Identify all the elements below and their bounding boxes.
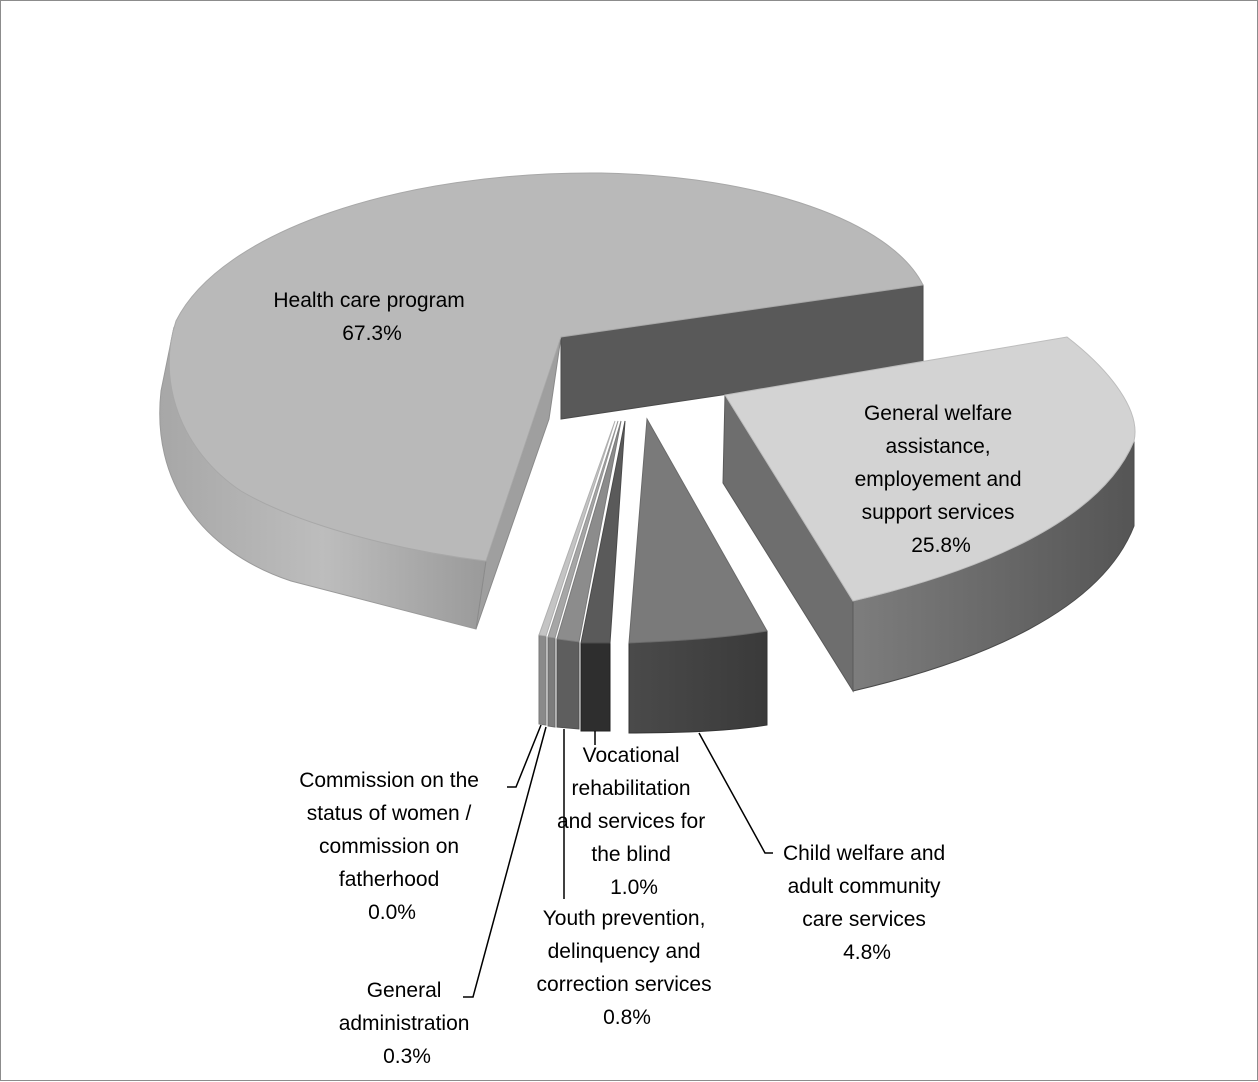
data-labels: Health care program 67.3% General welfar… [273, 289, 1028, 1068]
slice-child-welfare [628, 417, 768, 734]
slice-admin-side [547, 636, 556, 728]
slice-commission [538, 420, 616, 726]
label-text: Commission on the [299, 769, 479, 792]
label-general-welfare: General welfare assistance, employement … [855, 402, 1028, 557]
label-text: Child welfare and [783, 842, 945, 865]
slice-commission-top [538, 420, 616, 637]
label-text: and services for [557, 810, 705, 833]
label-text: adult community [788, 875, 941, 898]
slice-youth-prevention [556, 420, 622, 730]
slice-admin-top [547, 420, 619, 639]
leader-line-commission [507, 724, 542, 788]
label-text: rehabilitation [572, 777, 691, 800]
label-text: status of women / [307, 802, 472, 825]
slice-general-welfare [722, 336, 1136, 693]
label-pct: 1.0% [610, 876, 658, 899]
label-pct: 67.3% [342, 322, 402, 345]
label-text: the blind [591, 843, 670, 866]
label-text: General welfare [864, 402, 1012, 425]
slice-youth-top [556, 420, 622, 643]
label-text: correction services [537, 973, 712, 996]
label-text: administration [339, 1012, 470, 1035]
slice-welfare-top [724, 336, 1136, 602]
slice-vocational-side [580, 642, 611, 732]
label-text: care services [802, 908, 926, 931]
slice-general-administration [547, 420, 619, 728]
label-pct: 0.8% [603, 1006, 651, 1029]
label-pct: 25.8% [911, 534, 971, 557]
label-text: fatherhood [339, 868, 439, 891]
label-text: Youth prevention, [543, 907, 706, 930]
slice-health-care-program [159, 172, 924, 630]
label-vocational: Vocational rehabilitation and services f… [557, 744, 711, 899]
leader-line-child-welfare [698, 732, 773, 854]
leader-line-admin [463, 726, 547, 998]
slice-commission-side [538, 634, 547, 726]
label-child-welfare: Child welfare and adult community care s… [783, 842, 951, 964]
label-health-care-program: Health care program 67.3% [273, 289, 470, 345]
label-pct: 4.8% [843, 941, 891, 964]
label-general-administration: General administration 0.3% [339, 979, 476, 1068]
slice-health-top [168, 172, 924, 562]
slice-child-side [628, 630, 768, 734]
label-text: Vocational [583, 744, 680, 767]
slice-child-top [628, 417, 768, 644]
slice-youth-side [556, 638, 580, 730]
label-pct: 0.0% [368, 901, 416, 924]
label-text: delinquency and [548, 940, 701, 963]
label-text: General [367, 979, 442, 1002]
label-youth-prevention: Youth prevention, delinquency and correc… [537, 907, 718, 1029]
label-text: commission on [319, 835, 459, 858]
slice-vocational [580, 420, 626, 732]
label-commission: Commission on the status of women / comm… [299, 769, 485, 924]
label-text: support services [862, 501, 1015, 524]
label-text: employement and [855, 468, 1022, 491]
slice-vocational-top [580, 420, 626, 644]
leader-lines [463, 724, 773, 998]
label-pct: 0.3% [383, 1045, 431, 1068]
label-text: Health care program [273, 289, 464, 312]
label-text: assistance, [886, 435, 991, 458]
